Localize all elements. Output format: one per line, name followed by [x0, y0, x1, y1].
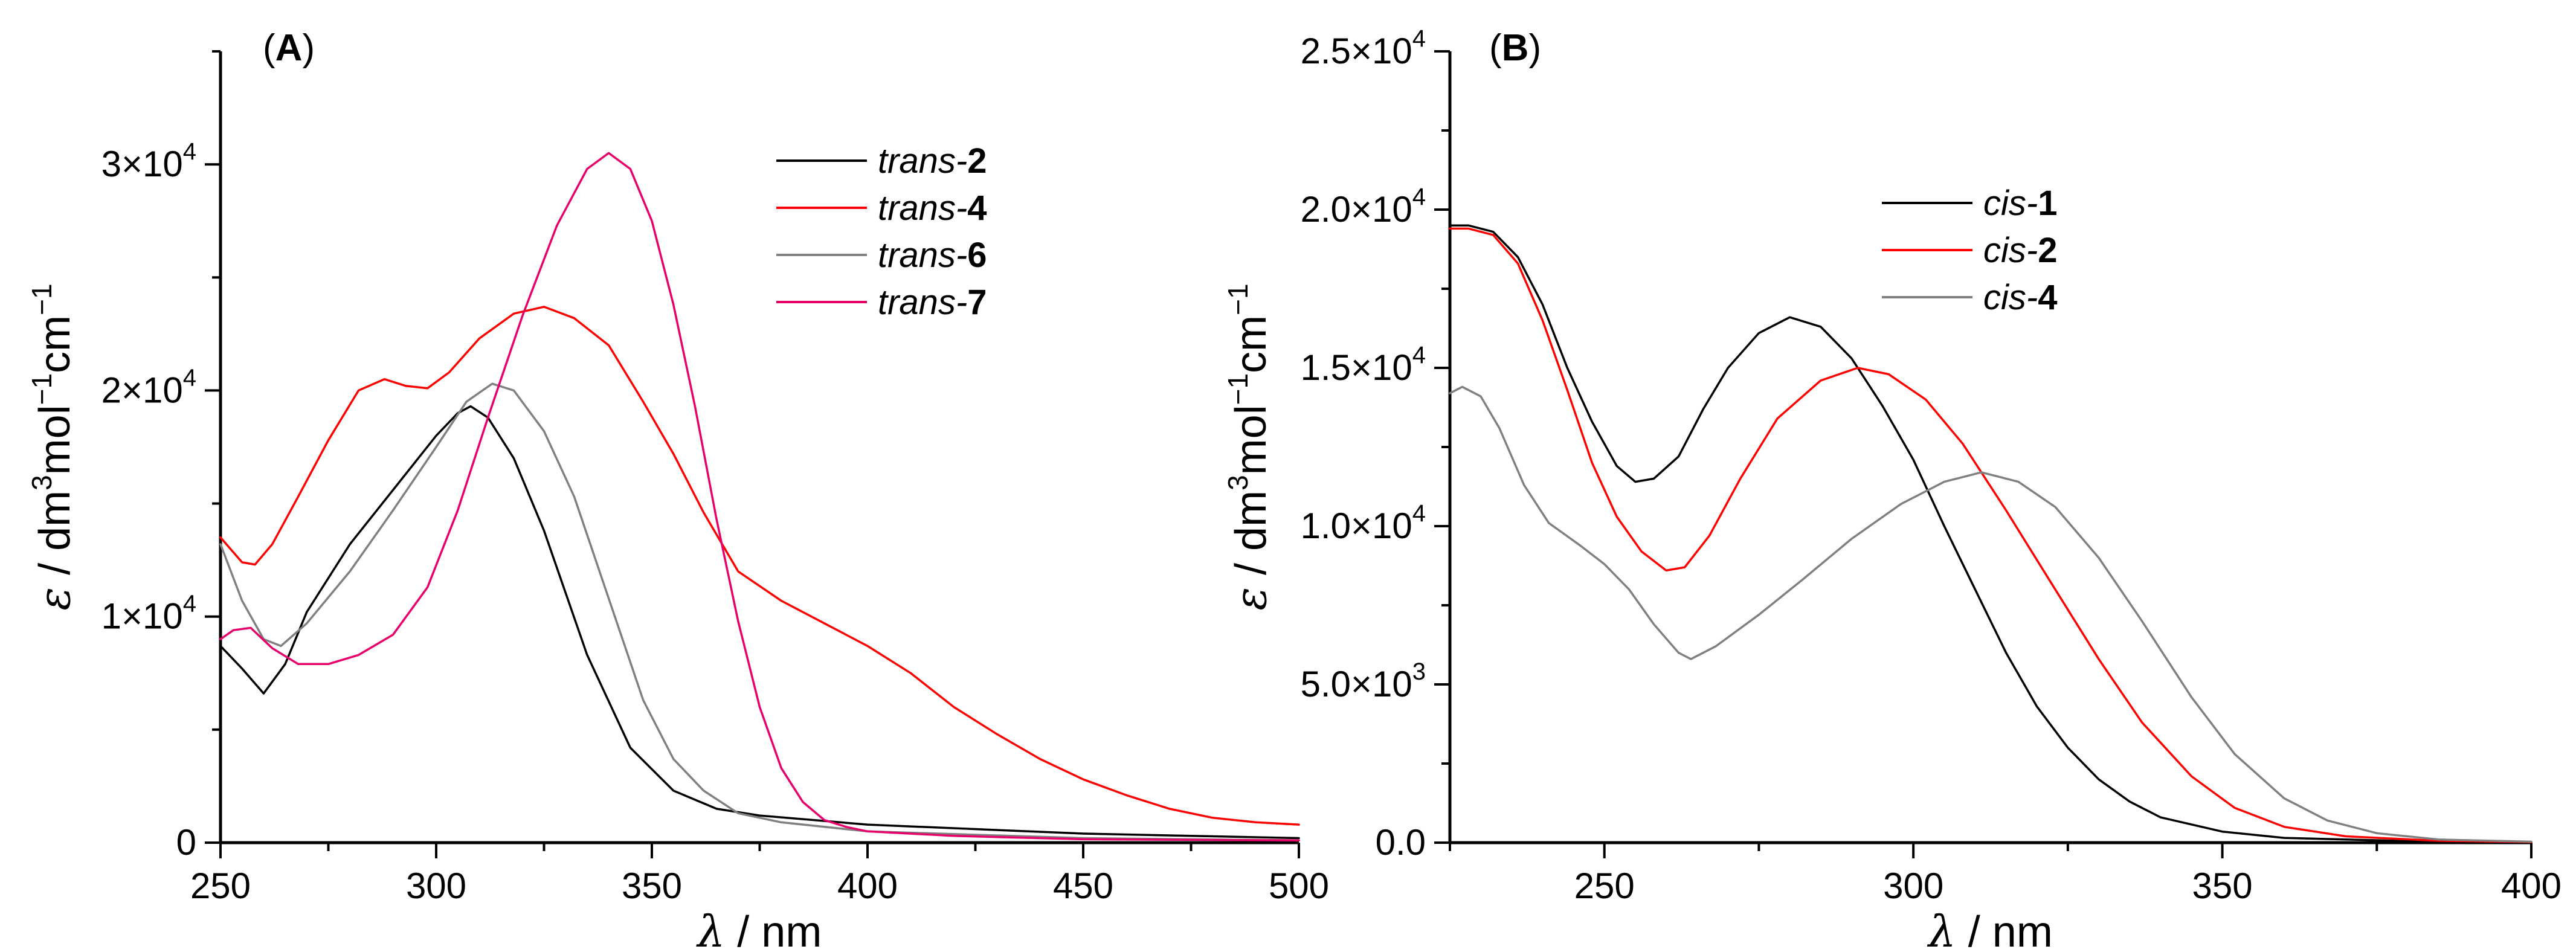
panel-b: 250 300 350 400 0.0 5.0×103 1.0×104 1.5×104 2.0×… [1222, 25, 2562, 952]
y-tick-label: 2×104 [101, 364, 196, 410]
series-line-cis-2 [1449, 227, 2533, 843]
y-tick-label: 0.0 [1376, 822, 1426, 863]
legend-label: trans-2 [878, 141, 987, 181]
legend-label: cis-4 [1983, 278, 2057, 317]
legend-label: cis-1 [1983, 184, 2057, 223]
y-tick-label: 5.0×103 [1301, 658, 1426, 704]
panel-a: 250 300 350 400 450 500 0 1×104 2×104 3×104 (A) λ /… [26, 27, 1329, 952]
y-tick-label: 1.0×104 [1301, 500, 1426, 546]
y-tick-label: 1.5×104 [1301, 342, 1426, 388]
legend-label: trans-4 [878, 188, 987, 228]
y-axis-title: ε / dm3mol−1cm−1 [26, 283, 80, 610]
x-axis-title: λ / nm [1927, 906, 2053, 952]
y-tick-label: 3×104 [101, 138, 196, 184]
panel-label: (A) [263, 27, 315, 69]
series-line-cis-1 [1449, 224, 2533, 843]
y-tick-label: 2.0×104 [1301, 184, 1426, 230]
y-tick-label: 0 [176, 822, 196, 863]
y-axis-title: ε / dm3mol−1cm−1 [1222, 283, 1276, 610]
x-tick-label: 350 [622, 866, 682, 906]
x-tick-label: 300 [406, 866, 466, 906]
x-tick-label: 250 [1574, 866, 1635, 906]
x-tick-label: 400 [837, 866, 898, 906]
legend-label: trans-6 [878, 236, 987, 275]
series-line-trans-2 [219, 405, 1300, 840]
y-tick-label: 1×104 [101, 591, 196, 637]
series-line-cis-4 [1449, 385, 2533, 843]
series-line-trans-6 [219, 382, 1300, 842]
x-tick-label: 450 [1053, 866, 1113, 906]
series-line-trans-7 [219, 152, 1300, 842]
x-axis-title: λ / nm [696, 906, 822, 952]
legend-label: trans-7 [878, 283, 987, 322]
y-tick-label: 2.5×104 [1301, 25, 1426, 71]
x-tick-label: 250 [190, 866, 251, 906]
panel-label: (B) [1489, 27, 1541, 69]
x-tick-label: 500 [1269, 866, 1329, 906]
x-tick-label: 300 [1883, 866, 1943, 906]
series-line-trans-4 [219, 306, 1300, 826]
x-tick-label: 350 [2192, 866, 2253, 906]
legend-label: cis-2 [1983, 231, 2057, 270]
x-tick-label: 400 [2501, 866, 2562, 906]
